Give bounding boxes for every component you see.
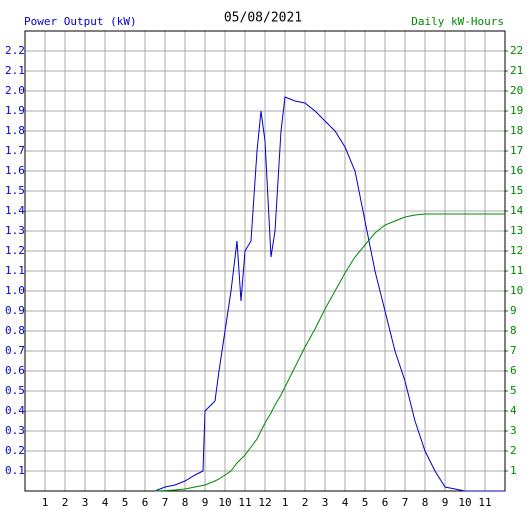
x-tick-label: 4 bbox=[102, 496, 109, 509]
y2-tick-label: 2 bbox=[510, 444, 517, 457]
y-tick-label: 0.5 bbox=[5, 384, 25, 397]
y-tick-label: 1.3 bbox=[5, 224, 25, 237]
y2-tick-label: 14 bbox=[510, 204, 524, 217]
y-axis-title: Power Output (kW) bbox=[24, 15, 137, 28]
y-tick-label: 1.2 bbox=[5, 244, 25, 257]
x-tick-label: 7 bbox=[162, 496, 169, 509]
y-tick-label: 1.8 bbox=[5, 124, 25, 137]
x-tick-label: 9 bbox=[202, 496, 209, 509]
x-tick-label: 10 bbox=[458, 496, 471, 509]
x-tick-label: 11 bbox=[478, 496, 491, 509]
y2-tick-label: 22 bbox=[510, 44, 523, 57]
y2-tick-label: 15 bbox=[510, 184, 523, 197]
x-tick-label: 1 bbox=[282, 496, 289, 509]
y2-tick-label: 9 bbox=[510, 304, 517, 317]
y-tick-label: 1.4 bbox=[5, 204, 25, 217]
y-tick-label: 2.2 bbox=[5, 44, 25, 57]
x-tick-label: 3 bbox=[322, 496, 329, 509]
y-tick-label: 2.1 bbox=[5, 64, 25, 77]
series-line bbox=[154, 96, 505, 492]
y-tick-label: 0.6 bbox=[5, 364, 25, 377]
y2-tick-label: 20 bbox=[510, 84, 523, 97]
x-tick-label: 10 bbox=[218, 496, 231, 509]
y-tick-label: 0.1 bbox=[5, 464, 25, 477]
x-tick-label: 12 bbox=[258, 496, 271, 509]
y2-axis-title: Daily kW-Hours bbox=[411, 15, 504, 28]
y2-tick-label: 10 bbox=[510, 284, 523, 297]
y2-tick-label: 16 bbox=[510, 164, 523, 177]
x-tick-label: 6 bbox=[382, 496, 389, 509]
y-tick-label: 2.0 bbox=[5, 84, 25, 97]
x-tick-label: 11 bbox=[238, 496, 251, 509]
y2-tick-label: 12 bbox=[510, 244, 523, 257]
x-tick-label: 8 bbox=[182, 496, 189, 509]
y-tick-label: 0.2 bbox=[5, 444, 25, 457]
y-tick-label: 0.3 bbox=[5, 424, 25, 437]
x-tick-label: 5 bbox=[362, 496, 369, 509]
y2-tick-label: 3 bbox=[510, 424, 517, 437]
x-tick-label: 7 bbox=[402, 496, 409, 509]
y-tick-label: 1.1 bbox=[5, 264, 25, 277]
y-tick-label: 1.6 bbox=[5, 164, 25, 177]
y2-tick-label: 7 bbox=[510, 344, 517, 357]
y2-tick-label: 6 bbox=[510, 364, 517, 377]
y-tick-label: 0.8 bbox=[5, 324, 25, 337]
x-tick-label: 5 bbox=[122, 496, 129, 509]
y2-tick-label: 19 bbox=[510, 104, 523, 117]
x-tick-label: 4 bbox=[342, 496, 349, 509]
x-tick-label: 3 bbox=[82, 496, 89, 509]
plot-border bbox=[24, 30, 506, 492]
y2-tick-label: 4 bbox=[510, 404, 517, 417]
x-tick-label: 2 bbox=[302, 496, 309, 509]
y2-tick-label: 8 bbox=[510, 324, 517, 337]
x-tick-label: 1 bbox=[42, 496, 49, 509]
y-tick-label: 1.5 bbox=[5, 184, 25, 197]
y2-tick-label: 17 bbox=[510, 144, 523, 157]
y-tick-label: 1.9 bbox=[5, 104, 25, 117]
y-tick-label: 0.4 bbox=[5, 404, 25, 417]
y2-tick-label: 11 bbox=[510, 264, 523, 277]
x-tick-label: 2 bbox=[62, 496, 69, 509]
x-tick-label: 6 bbox=[142, 496, 149, 509]
chart-title: 05/08/2021 bbox=[224, 11, 302, 26]
x-tick-label: 9 bbox=[442, 496, 449, 509]
y2-tick-label: 21 bbox=[510, 64, 523, 77]
series-line bbox=[154, 213, 505, 492]
y-tick-label: 1.7 bbox=[5, 144, 25, 157]
y-tick-label: 0.9 bbox=[5, 304, 25, 317]
y2-tick-label: 1 bbox=[510, 464, 517, 477]
y2-tick-label: 13 bbox=[510, 224, 523, 237]
y-tick-label: 0.7 bbox=[5, 344, 25, 357]
y2-tick-label: 18 bbox=[510, 124, 523, 137]
x-tick-label: 8 bbox=[422, 496, 429, 509]
y-tick-label: 1.0 bbox=[5, 284, 25, 297]
y2-tick-label: 5 bbox=[510, 384, 517, 397]
